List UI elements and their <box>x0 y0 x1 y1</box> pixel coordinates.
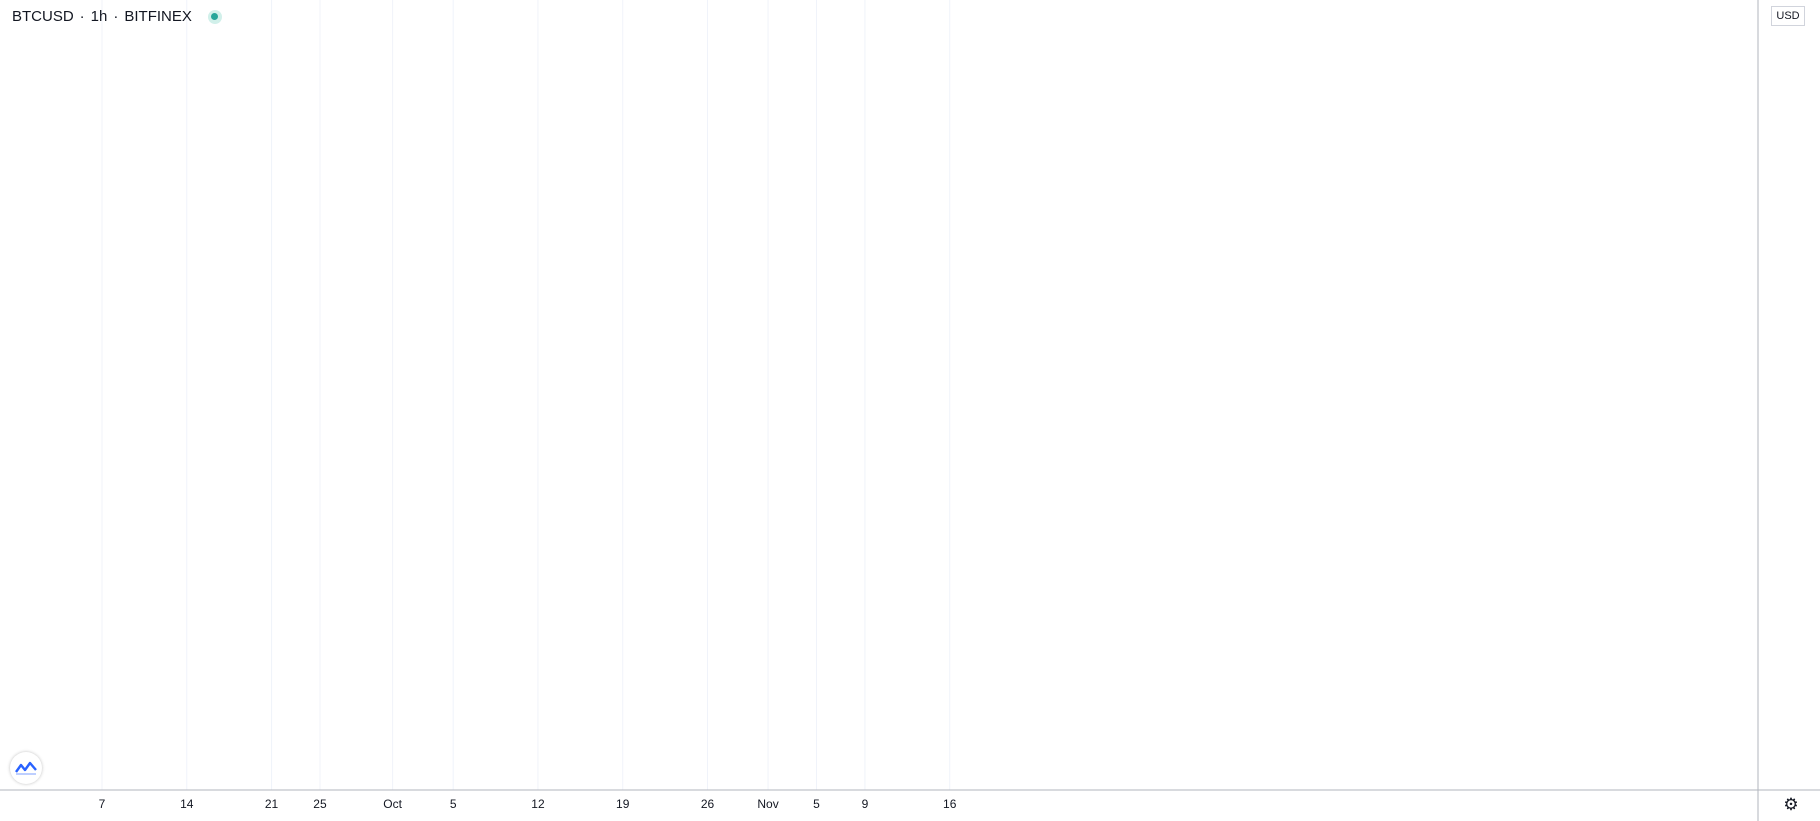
symbol-label[interactable]: BTCUSD <box>12 8 74 25</box>
x-tick-label: 5 <box>450 797 457 811</box>
x-tick-label: 19 <box>616 797 630 811</box>
x-tick-label: 16 <box>943 797 957 811</box>
x-tick-label: 5 <box>813 797 820 811</box>
x-tick-label: 21 <box>265 797 279 811</box>
separator: · <box>113 8 119 25</box>
x-tick-label: Oct <box>383 797 402 811</box>
grid <box>101 0 951 790</box>
x-tick-label: 14 <box>180 797 194 811</box>
gear-icon[interactable]: ⚙ <box>1783 795 1799 815</box>
tradingview-logo-icon[interactable] <box>10 752 42 784</box>
currency-button[interactable]: USD <box>1771 6 1805 26</box>
chart-header: BTCUSD · 1h · BITFINEX <box>12 8 222 25</box>
exchange-label: BITFINEX <box>124 8 192 25</box>
x-tick-label: 26 <box>701 797 715 811</box>
x-tick-label: 7 <box>99 797 106 811</box>
interval-label[interactable]: 1h <box>90 8 108 25</box>
x-tick-label: 12 <box>531 797 545 811</box>
x-tick-label: 25 <box>313 797 327 811</box>
x-tick-label: 9 <box>862 797 869 811</box>
separator: · <box>79 8 85 25</box>
market-status-icon <box>207 9 222 24</box>
x-tick-label: Nov <box>757 797 778 811</box>
